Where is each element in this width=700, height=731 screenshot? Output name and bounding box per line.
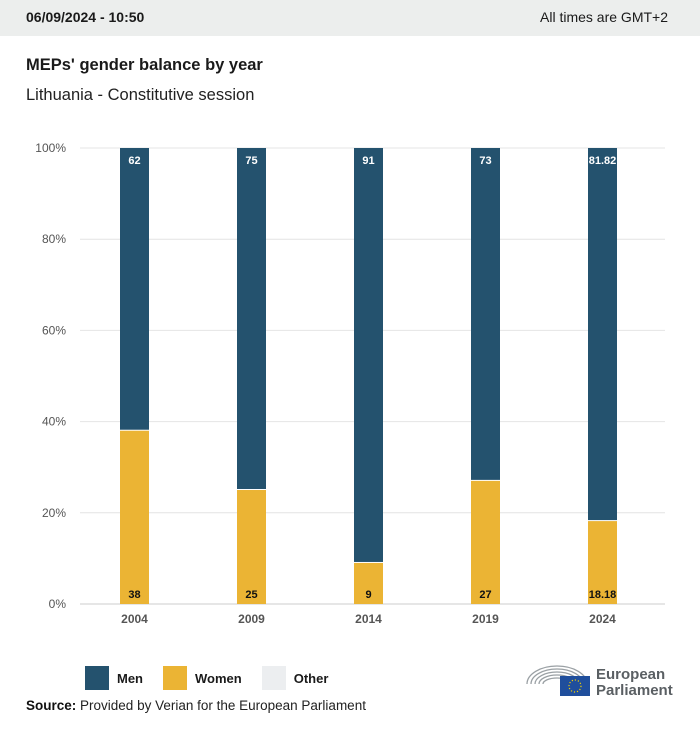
legend-item-women[interactable]: Women [163,666,242,690]
data-label-men: 91 [362,155,374,167]
eu-flag-icon [560,676,590,696]
bar-men [354,148,383,562]
legend-swatch-other [261,666,286,690]
timezone-note: All times are GMT+2 [540,9,668,25]
data-label-men: 62 [128,155,140,167]
bar-women [237,490,266,604]
legend: Men Women Other [85,666,348,690]
y-tick-label: 60% [42,323,66,337]
chart-title: MEPs' gender balance by year [26,56,263,74]
data-label-women: 9 [365,589,371,601]
x-tick-label: 2009 [238,612,265,626]
y-tick-label: 100% [35,141,66,155]
bar-men [471,148,500,480]
data-label-women: 38 [128,589,140,601]
top-bar: 06/09/2024 - 10:50 All times are GMT+2 [0,0,700,36]
data-label-men: 73 [479,155,491,167]
source-note: Source: Provided by Verian for the Europ… [26,698,366,713]
bar-men [588,148,617,521]
bar-men [120,148,149,430]
legend-label-women: Women [195,670,242,686]
bar-women [120,430,149,604]
y-tick-label: 80% [42,232,66,246]
bar-women [588,521,617,604]
x-tick-label: 2014 [355,612,382,626]
source-label: Source: [26,698,77,713]
logo-text: European Parliament [596,666,673,699]
y-tick-label: 0% [49,597,67,611]
bar-men [237,148,266,489]
data-label-women: 27 [479,589,491,601]
european-parliament-logo [526,665,590,696]
chart-subtitle: Lithuania - Constitutive session [26,86,255,104]
data-label-men: 81.82 [589,155,617,167]
bar-chart: 0% 20% 40% 60% 80% 100% 62 38 2004 75 25 2009 91 9 201… [35,141,665,626]
source-text: Provided by Verian for the European Parl… [80,698,366,713]
legend-swatch-men [85,666,109,690]
legend-label-men: Men [117,670,143,686]
legend-item-men[interactable]: Men [85,666,143,690]
x-tick-label: 2024 [589,612,616,626]
y-tick-label: 40% [42,415,66,429]
legend-label-other: Other [293,670,329,686]
legend-swatch-women [163,666,187,690]
x-tick-label: 2004 [121,612,148,626]
data-label-men: 75 [245,155,257,167]
legend-item-other[interactable]: Other [261,666,329,690]
x-tick-label: 2019 [472,612,499,626]
bar-women [354,562,383,604]
y-tick-label: 20% [42,506,66,520]
bar-women [471,480,500,604]
data-label-women: 25 [245,589,257,601]
data-label-women: 18.18 [589,589,617,601]
datetime: 06/09/2024 - 10:50 [26,9,145,25]
